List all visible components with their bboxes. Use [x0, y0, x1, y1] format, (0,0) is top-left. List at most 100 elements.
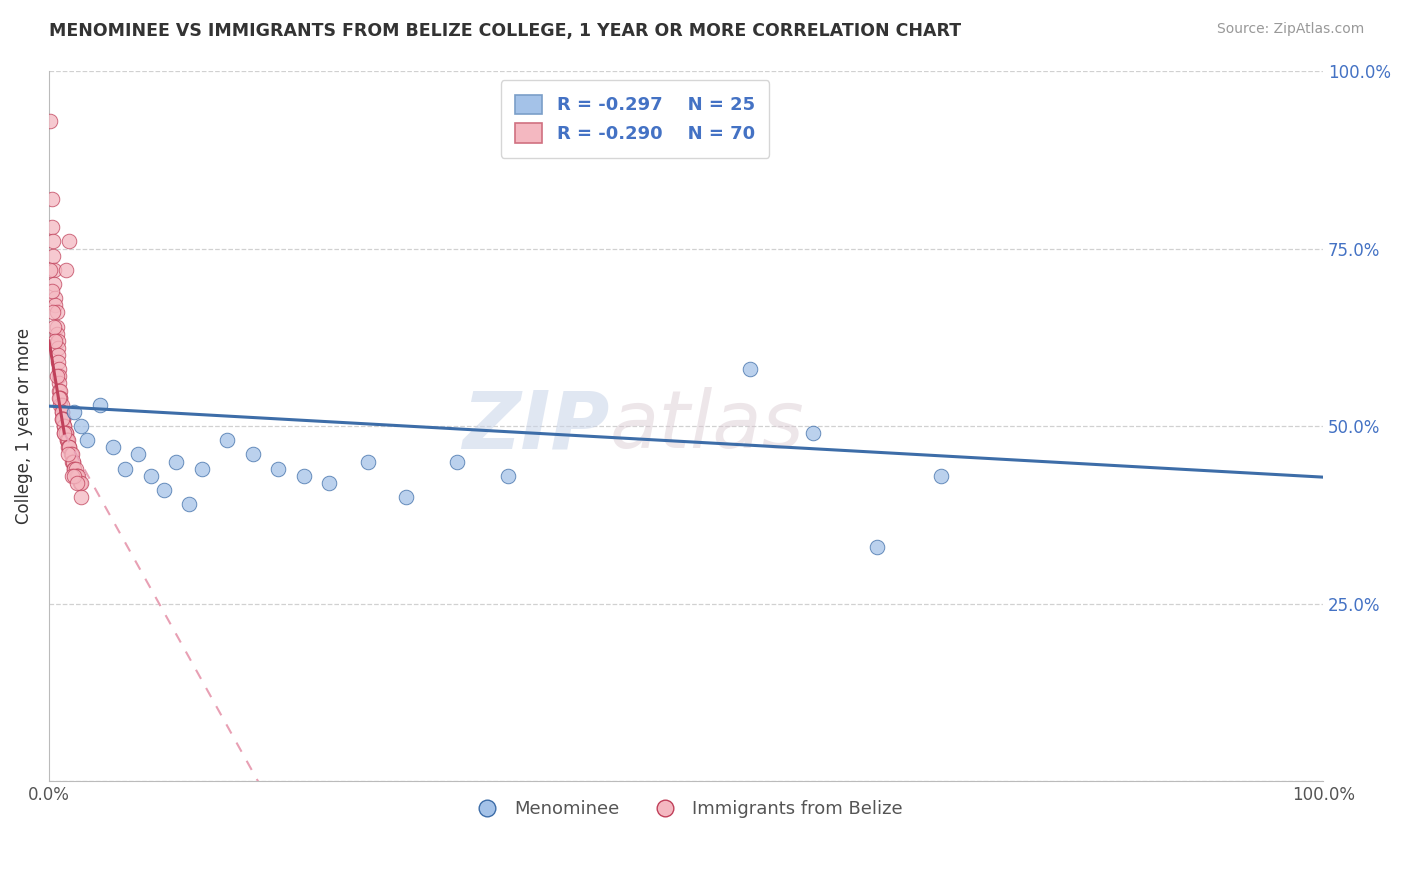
- Point: [152, 483, 174, 497]
- Y-axis label: College, 1 year or more: College, 1 year or more: [15, 328, 32, 524]
- Point: [56, 434, 79, 448]
- Point: [66, 468, 89, 483]
- Point: [60, 454, 83, 468]
- Point: [59, 447, 82, 461]
- Point: [395, 490, 418, 504]
- Point: [53, 419, 76, 434]
- Point: [66, 475, 89, 490]
- Point: [46, 355, 69, 369]
- Point: [76, 434, 98, 448]
- Point: [39, 113, 62, 128]
- Point: [60, 447, 83, 461]
- Point: [58, 440, 80, 454]
- Point: [56, 447, 79, 461]
- Point: [45, 369, 67, 384]
- Point: [60, 468, 83, 483]
- Point: [446, 454, 468, 468]
- Point: [356, 454, 378, 468]
- Point: [42, 249, 65, 263]
- Point: [62, 454, 84, 468]
- Point: [56, 440, 79, 454]
- Point: [65, 461, 87, 475]
- Point: [63, 405, 86, 419]
- Point: [41, 192, 63, 206]
- Point: [63, 468, 86, 483]
- Point: [496, 468, 519, 483]
- Point: [49, 398, 72, 412]
- Point: [51, 405, 73, 419]
- Point: [51, 412, 73, 426]
- Point: [39, 263, 62, 277]
- Point: [45, 319, 67, 334]
- Point: [63, 461, 86, 475]
- Point: [242, 447, 264, 461]
- Point: [929, 468, 952, 483]
- Point: [292, 468, 315, 483]
- Point: [42, 277, 65, 291]
- Point: [51, 398, 73, 412]
- Point: [46, 348, 69, 362]
- Legend: Menominee, Immigrants from Belize: Menominee, Immigrants from Belize: [463, 793, 910, 825]
- Point: [53, 426, 76, 441]
- Point: [866, 540, 889, 554]
- Point: [41, 220, 63, 235]
- Point: [48, 384, 70, 398]
- Point: [48, 391, 70, 405]
- Point: [165, 454, 187, 468]
- Point: [44, 334, 66, 348]
- Point: [53, 419, 76, 434]
- Point: [58, 440, 80, 454]
- Point: [49, 391, 72, 405]
- Point: [58, 235, 80, 249]
- Point: [48, 376, 70, 391]
- Point: [52, 412, 75, 426]
- Point: [45, 305, 67, 319]
- Point: [803, 426, 825, 441]
- Point: [55, 263, 77, 277]
- Point: [42, 319, 65, 334]
- Point: [66, 468, 89, 483]
- Point: [127, 447, 149, 461]
- Point: [114, 461, 136, 475]
- Point: [42, 305, 65, 319]
- Point: [101, 440, 124, 454]
- Point: [41, 284, 63, 298]
- Point: [56, 434, 79, 448]
- Point: [63, 461, 86, 475]
- Point: [49, 391, 72, 405]
- Point: [52, 412, 75, 426]
- Point: [42, 263, 65, 277]
- Text: MENOMINEE VS IMMIGRANTS FROM BELIZE COLLEGE, 1 YEAR OR MORE CORRELATION CHART: MENOMINEE VS IMMIGRANTS FROM BELIZE COLL…: [49, 22, 962, 40]
- Point: [191, 461, 214, 475]
- Point: [69, 475, 91, 490]
- Point: [89, 398, 111, 412]
- Point: [69, 490, 91, 504]
- Point: [217, 434, 239, 448]
- Point: [49, 384, 72, 398]
- Point: [69, 475, 91, 490]
- Text: Source: ZipAtlas.com: Source: ZipAtlas.com: [1216, 22, 1364, 37]
- Text: atlas: atlas: [610, 387, 804, 465]
- Point: [46, 334, 69, 348]
- Point: [53, 426, 76, 441]
- Point: [45, 326, 67, 341]
- Point: [179, 497, 201, 511]
- Point: [56, 434, 79, 448]
- Point: [62, 454, 84, 468]
- Point: [738, 362, 761, 376]
- Point: [51, 412, 73, 426]
- Point: [44, 291, 66, 305]
- Point: [67, 468, 90, 483]
- Point: [55, 426, 77, 441]
- Point: [139, 468, 162, 483]
- Point: [48, 362, 70, 376]
- Point: [46, 341, 69, 355]
- Point: [42, 235, 65, 249]
- Text: ZIP: ZIP: [463, 387, 610, 465]
- Point: [55, 426, 77, 441]
- Point: [69, 419, 91, 434]
- Point: [44, 298, 66, 312]
- Point: [48, 369, 70, 384]
- Point: [51, 405, 73, 419]
- Point: [318, 475, 340, 490]
